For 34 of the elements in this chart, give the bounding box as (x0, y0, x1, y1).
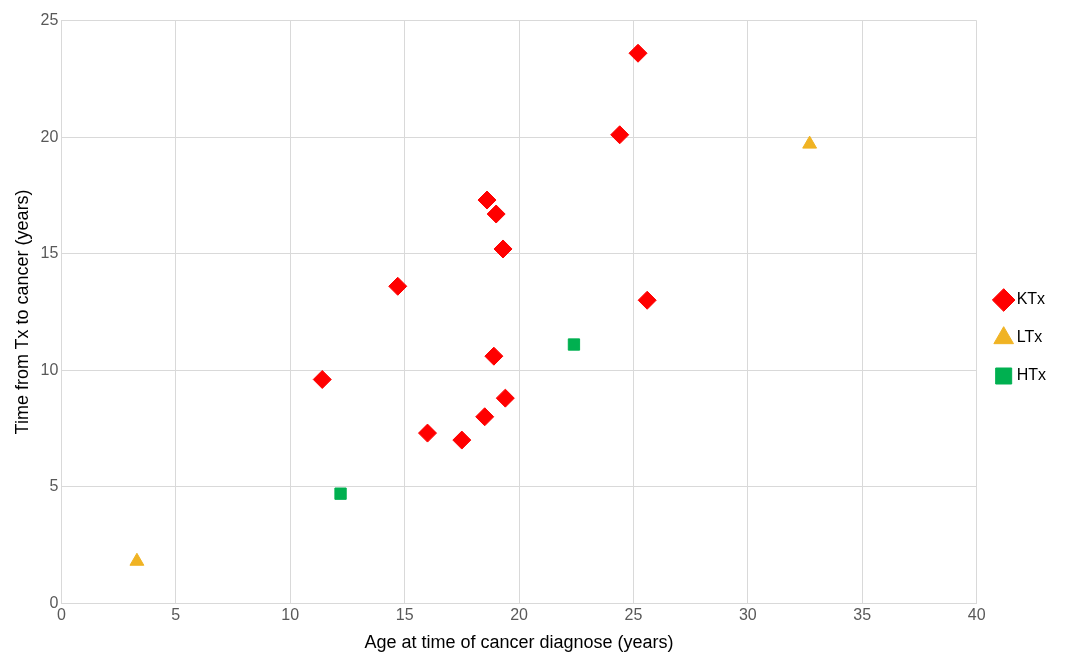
legend-label: KTx (1016, 290, 1046, 308)
point (388, 276, 408, 296)
point (418, 423, 438, 443)
point (637, 290, 657, 310)
point (334, 487, 347, 500)
point (475, 407, 495, 427)
x-tick-label: 20 (510, 606, 529, 624)
y-tick-label: 25 (40, 11, 59, 29)
point (312, 369, 332, 389)
point (628, 43, 648, 63)
y-tick-label: 15 (40, 244, 59, 262)
point (486, 204, 506, 224)
y-axis-title: Time from Tx to cancer (years) (11, 189, 32, 435)
point (493, 239, 513, 259)
y-tick-label: 5 (49, 477, 59, 495)
point (567, 338, 581, 351)
point (610, 125, 630, 145)
point (477, 190, 497, 210)
x-tick-label: 30 (738, 606, 757, 624)
point (484, 346, 504, 366)
x-tick-label: 10 (281, 606, 300, 624)
y-tick-label: 20 (40, 127, 59, 145)
y-tick-label: 0 (49, 593, 59, 611)
x-tick-label: 35 (853, 606, 872, 624)
legend-label: LTx (1016, 328, 1043, 346)
point (452, 430, 472, 450)
y-tick-label: 10 (40, 360, 59, 378)
x-tick-label: 5 (171, 606, 181, 624)
x-tick-label: 40 (967, 606, 986, 624)
legend-label: HTx (1016, 366, 1046, 384)
x-tick-label: 25 (624, 606, 643, 624)
x-tick-label: 15 (395, 606, 414, 624)
x-axis-title: Age at time of cancer diagnose (years) (364, 632, 674, 653)
point (495, 388, 515, 408)
